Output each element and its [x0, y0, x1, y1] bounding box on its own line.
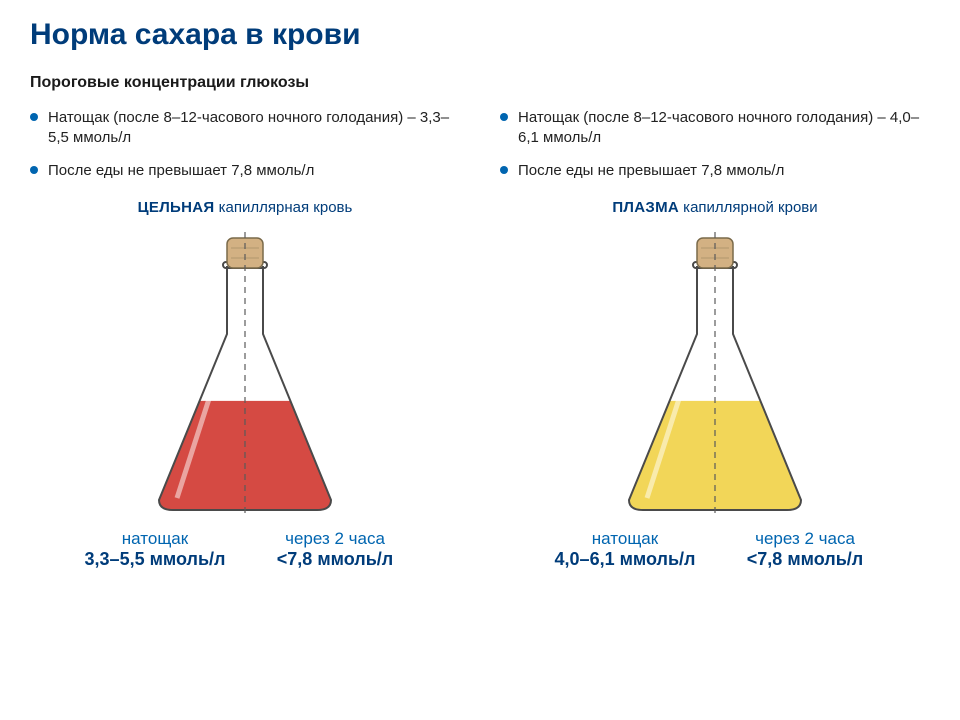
caption-rest: капиллярная кровь	[215, 199, 353, 216]
caption-strong: ЦЕЛЬНАЯ	[138, 199, 215, 216]
value-number: <7,8 ммоль/л	[245, 550, 425, 570]
left-values: натощак 3,3–5,5 ммоль/л через 2 часа <7,…	[30, 530, 460, 570]
value-number: 3,3–5,5 ммоль/л	[65, 550, 245, 570]
flask-icon	[150, 224, 340, 524]
value-caption: натощак	[535, 530, 715, 549]
caption-strong: ПЛАЗМА	[612, 199, 679, 216]
value-caption: через 2 часа	[715, 530, 895, 549]
list-item: После еды не превышает 7,8 ммоль/л	[500, 161, 930, 181]
right-flask	[500, 224, 930, 524]
page-subtitle: Пороговые концентрации глюкозы	[30, 74, 930, 92]
list-item: Натощак (после 8–12-часового ночного гол…	[30, 108, 460, 149]
value-number: <7,8 ммоль/л	[715, 550, 895, 570]
left-flask-caption: ЦЕЛЬНАЯ капиллярная кровь	[30, 199, 460, 216]
caption-rest: капиллярной крови	[679, 199, 818, 216]
value-cell: через 2 часа <7,8 ммоль/л	[245, 530, 425, 570]
left-column: Натощак (после 8–12-часового ночного гол…	[30, 108, 460, 570]
page-title: Норма сахара в крови	[30, 18, 930, 52]
columns: Натощак (после 8–12-часового ночного гол…	[30, 108, 930, 570]
right-values: натощак 4,0–6,1 ммоль/л через 2 часа <7,…	[500, 530, 930, 570]
right-bullets: Натощак (после 8–12-часового ночного гол…	[500, 108, 930, 181]
left-bullets: Натощак (после 8–12-часового ночного гол…	[30, 108, 460, 181]
value-caption: через 2 часа	[245, 530, 425, 549]
value-caption: натощак	[65, 530, 245, 549]
right-column: Натощак (после 8–12-часового ночного гол…	[500, 108, 930, 570]
flask-icon	[620, 224, 810, 524]
left-flask	[30, 224, 460, 524]
right-flask-caption: ПЛАЗМА капиллярной крови	[500, 199, 930, 216]
value-cell: натощак 3,3–5,5 ммоль/л	[65, 530, 245, 570]
list-item: Натощак (после 8–12-часового ночного гол…	[500, 108, 930, 149]
list-item: После еды не превышает 7,8 ммоль/л	[30, 161, 460, 181]
value-cell: через 2 часа <7,8 ммоль/л	[715, 530, 895, 570]
value-number: 4,0–6,1 ммоль/л	[535, 550, 715, 570]
value-cell: натощак 4,0–6,1 ммоль/л	[535, 530, 715, 570]
